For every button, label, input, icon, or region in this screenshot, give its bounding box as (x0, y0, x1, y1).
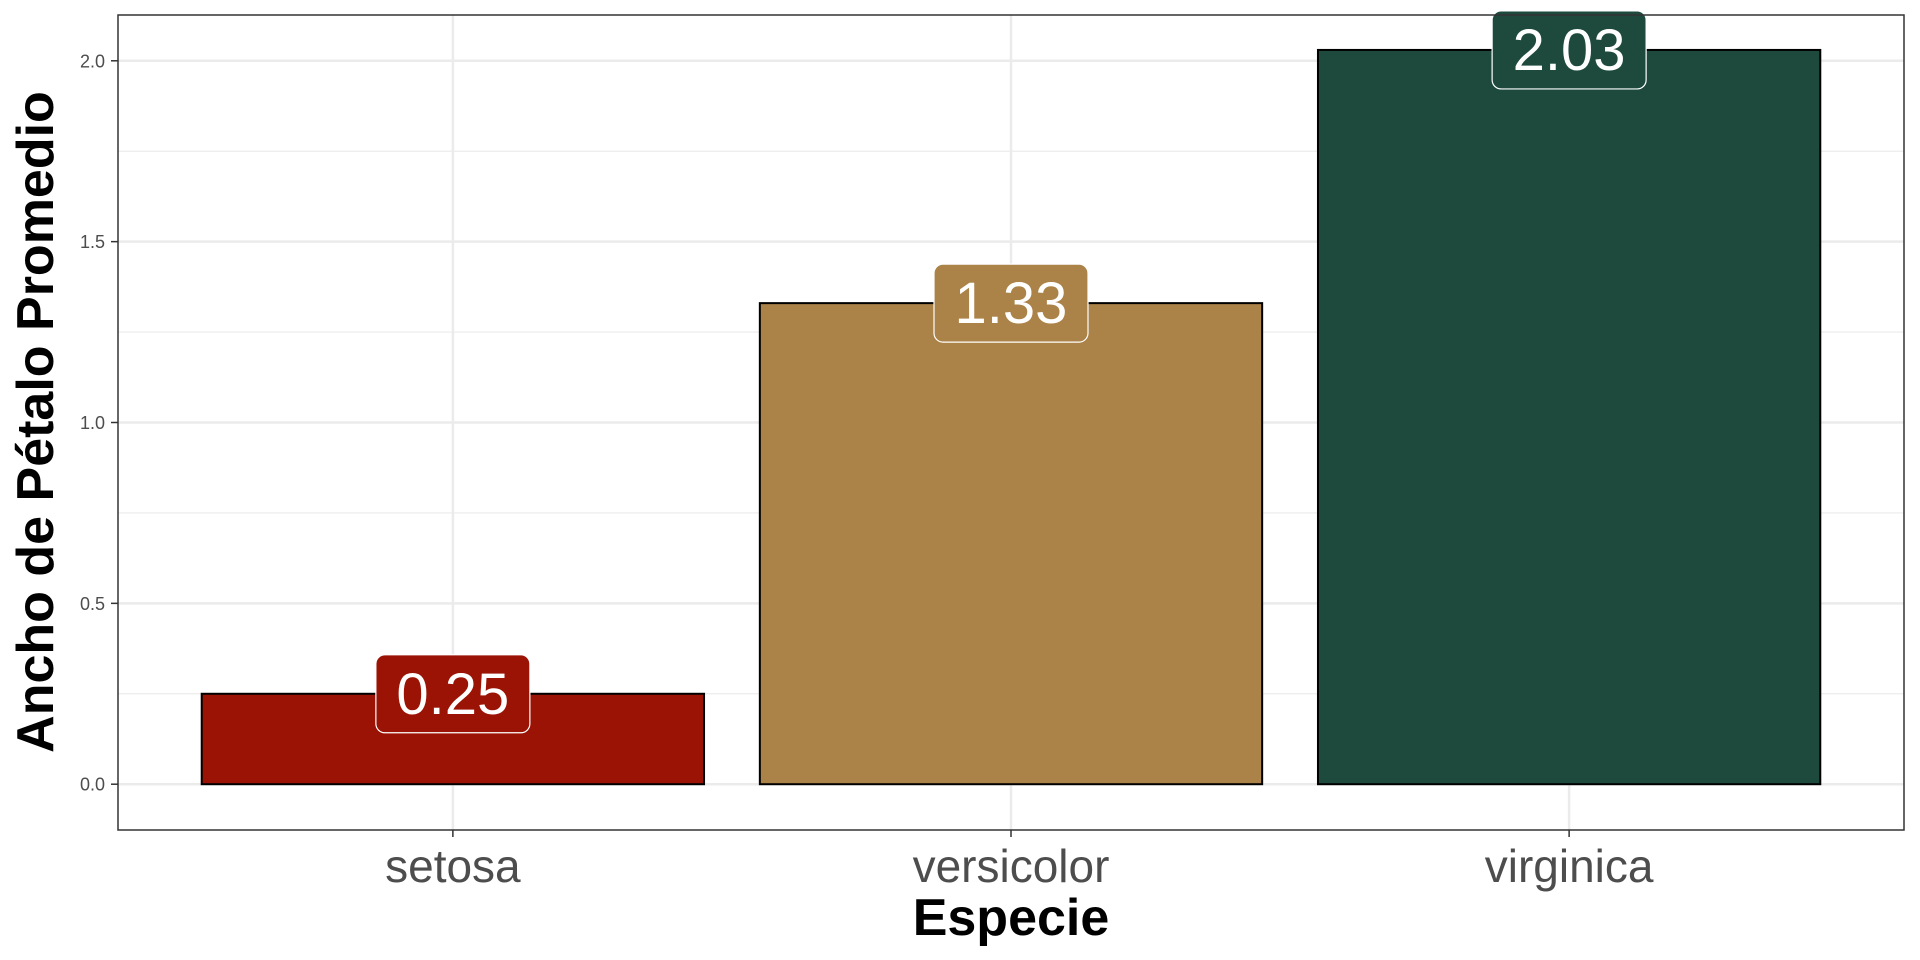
x-tick-label: setosa (385, 840, 521, 892)
y-tick-label: 0.5 (80, 594, 105, 614)
y-tick-label: 1.5 (80, 232, 105, 252)
data-label-box (933, 263, 1089, 343)
bar-labels-group: 0.25 1.33 2.03 (375, 10, 1647, 734)
bar (758, 302, 1264, 786)
y-tick-label: 1.0 (80, 413, 105, 433)
y-axis-title: Ancho de Pétalo Promedio (7, 91, 65, 753)
x-tick-label: versicolor (913, 840, 1110, 892)
x-axis-title: Especie (913, 889, 1110, 947)
y-tick-label: 0.0 (80, 775, 105, 795)
data-label: 1.33 (955, 271, 1068, 336)
data-label-box (375, 654, 531, 734)
bar (1316, 48, 1822, 786)
data-label: 0.25 (396, 662, 509, 727)
y-tick-label: 2.0 (80, 51, 105, 71)
bars-group (200, 48, 1822, 786)
y-axis: 0.0 0.5 1.0 1.5 2.0 (80, 51, 118, 795)
x-tick-label: virginica (1485, 840, 1654, 892)
data-label: 2.03 (1513, 18, 1626, 83)
data-label-box (1491, 10, 1647, 90)
x-axis: setosa versicolor virginica (385, 830, 1654, 892)
